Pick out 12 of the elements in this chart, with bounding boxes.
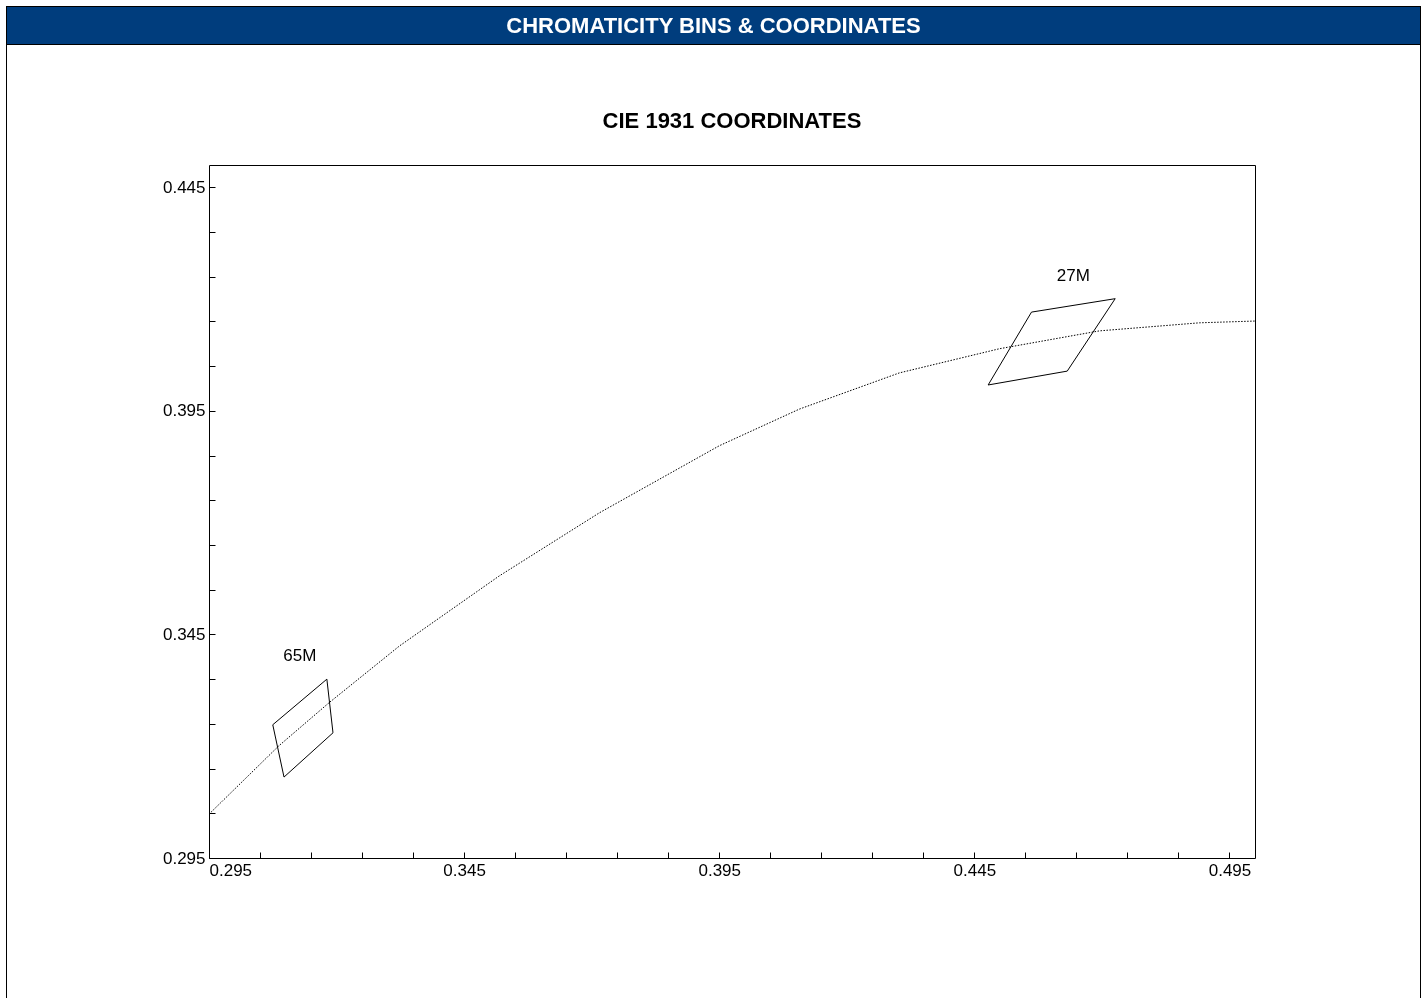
x-tick-label: 0.445 xyxy=(953,860,997,880)
x-tick-label: 0.395 xyxy=(698,860,742,880)
chart-title: CHROMATICITY BINS & COORDINATES xyxy=(7,7,1420,45)
x-tick-label: 0.495 xyxy=(1208,860,1252,880)
chart-subtitle: CIE 1931 COORDINATES xyxy=(602,108,862,133)
y-tick-label: 0.395 xyxy=(162,401,206,421)
x-tick-label: 0.345 xyxy=(443,860,486,880)
series-label: 65M xyxy=(283,646,317,666)
series-label: 27M xyxy=(1056,265,1090,285)
y-tick-label: 0.445 xyxy=(162,177,206,197)
y-tick-label: 0.345 xyxy=(162,624,206,644)
x-tick-label: 0.295 xyxy=(209,860,253,880)
